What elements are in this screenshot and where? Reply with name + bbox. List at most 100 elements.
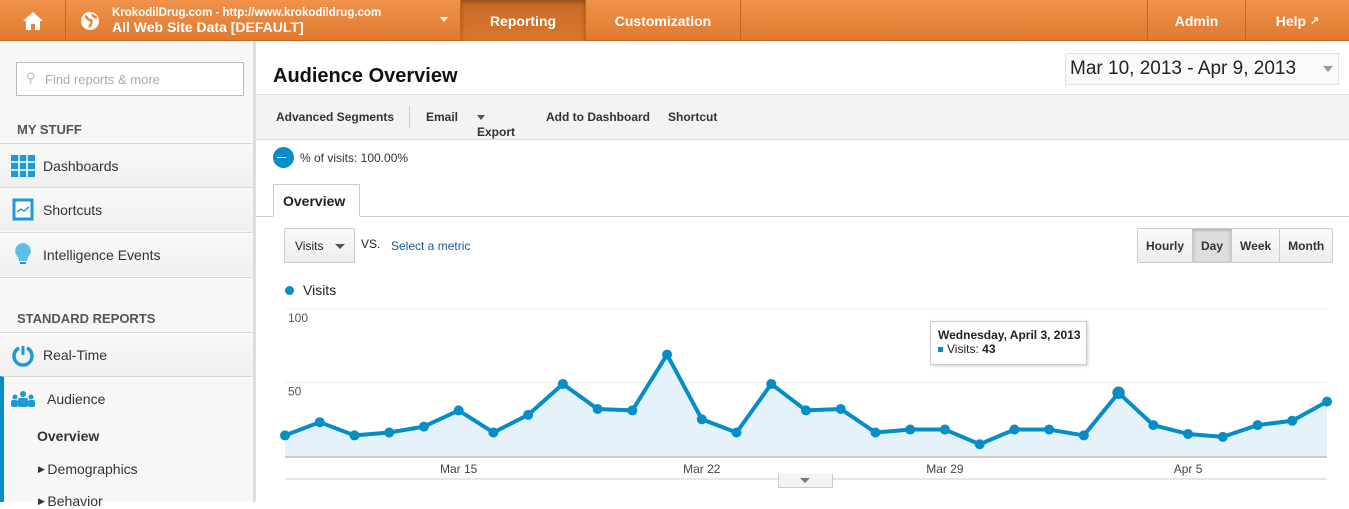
label: Intelligence Events [43, 246, 161, 263]
data-point [592, 403, 603, 414]
data-point [488, 427, 499, 438]
x-tick-label: Mar 15 [440, 462, 478, 476]
view-name: All Web Site Data [DEFAULT] [112, 18, 304, 35]
area-fill [285, 354, 1327, 456]
data-point [418, 421, 429, 432]
data-point [280, 430, 290, 441]
label: Shortcuts [43, 201, 103, 218]
data-point [835, 403, 846, 414]
top-bar: KrokodilDrug.com - http://www.krokodildr… [0, 0, 1349, 41]
advanced-segments-button[interactable]: Advanced Segments [276, 110, 395, 124]
month-button[interactable]: Month [1279, 229, 1333, 262]
date-range-picker[interactable]: Mar 10, 2013 - Apr 9, 2013 [1065, 53, 1339, 85]
data-point [314, 417, 325, 428]
admin-button[interactable]: Admin [1147, 0, 1246, 41]
week-button[interactable]: Week [1231, 229, 1280, 262]
search-placeholder: Find reports & more [45, 72, 160, 87]
page-title: Audience Overview [273, 65, 458, 87]
sidebar-sub-behavior[interactable]: ▶ Behavior [38, 493, 103, 509]
segment-label: % of visits: 100.00% [300, 150, 409, 165]
export-button[interactable]: Export [477, 110, 515, 139]
y-tick-label: 50 [288, 385, 302, 399]
y-tick-label: 100 [288, 311, 308, 325]
main-content: Audience Overview Mar 10, 2013 - Apr 9, … [256, 41, 1349, 502]
data-point [1112, 386, 1126, 400]
chart-expand-handle[interactable] [778, 474, 833, 488]
pie-icon [273, 147, 294, 168]
data-point [1148, 420, 1159, 431]
chevron-down-icon [477, 115, 485, 124]
sidebar-item-real-time[interactable]: Real-Time [0, 332, 253, 376]
legend-label: Visits [303, 282, 337, 298]
series-swatch [938, 347, 943, 353]
data-point [557, 378, 568, 389]
data-point [696, 414, 707, 425]
data-point [766, 378, 777, 389]
data-point [1217, 431, 1228, 442]
account-selector[interactable]: KrokodilDrug.com - http://www.krokodildr… [66, 0, 461, 41]
section-standard-reports: STANDARD REPORTS [17, 311, 156, 326]
data-point [1078, 430, 1089, 441]
sidebar-item-audience[interactable]: Audience [0, 376, 253, 420]
tab-customization[interactable]: Customization [586, 0, 741, 41]
dashboards-icon [11, 155, 35, 177]
data-point [662, 349, 673, 360]
data-point [974, 439, 985, 450]
granularity-toggle: Hourly Day Week Month [1137, 228, 1334, 263]
section-my-stuff: MY STUFF [17, 122, 82, 137]
data-point [801, 405, 811, 416]
tab-reporting[interactable]: Reporting [461, 0, 586, 41]
data-point [1252, 420, 1263, 431]
data-point [627, 405, 638, 416]
sidebar-item-intelligence-events[interactable]: Intelligence Events [0, 232, 253, 276]
chart-tooltip: Wednesday, April 3, 2013 Visits: 43 [930, 321, 1087, 365]
date-range: Mar 10, 2013 - Apr 9, 2013 [1070, 58, 1297, 79]
chevron-down-icon [335, 244, 345, 254]
home-icon [22, 11, 43, 30]
sidebar-item-shortcuts[interactable]: Shortcuts [0, 187, 253, 231]
toolbar: Advanced Segments Email Export Add to Da… [256, 94, 1349, 140]
lightbulb-icon [15, 243, 31, 264]
globe-icon [81, 11, 99, 30]
label: Audience [47, 390, 106, 407]
tab-overview[interactable]: Overview [273, 184, 360, 217]
data-point [384, 427, 395, 438]
audience-icon [11, 391, 35, 407]
data-point [870, 427, 881, 438]
real-time-icon [12, 346, 34, 367]
data-point [905, 424, 916, 435]
metric-label: Visits [295, 239, 324, 253]
select-metric-link[interactable]: Select a metric [391, 239, 471, 253]
divider [0, 277, 253, 278]
help-button[interactable]: Help ↗ [1246, 0, 1349, 41]
x-tick-label: Mar 22 [683, 462, 721, 476]
legend-dot [285, 285, 294, 295]
sidebar: ⚲ Find reports & more MY STUFF Dashboards… [0, 41, 256, 509]
sidebar-sub-demographics[interactable]: ▶ Demographics [38, 461, 138, 477]
data-point [1044, 424, 1055, 435]
tooltip-value: 43 [982, 342, 996, 356]
search-icon: ⚲ [26, 70, 36, 85]
divider [409, 106, 410, 128]
shortcut-button[interactable]: Shortcut [668, 110, 718, 124]
hourly-button[interactable]: Hourly [1138, 229, 1193, 262]
email-button[interactable]: Email [426, 110, 459, 124]
data-point [453, 405, 464, 416]
active-indicator [0, 420, 4, 502]
chart-legend: Visits [285, 282, 336, 298]
label: Dashboards [43, 157, 119, 174]
data-point [1009, 424, 1020, 435]
add-to-dashboard-button[interactable]: Add to Dashboard [546, 110, 650, 124]
tooltip-title: Wednesday, April 3, 2013 [938, 328, 1081, 342]
visits-chart[interactable]: 100 50 Mar 15 Mar 22 Mar 29 Apr 5 [256, 303, 1349, 483]
data-point [349, 430, 360, 441]
day-button[interactable]: Day [1192, 229, 1232, 262]
metric-select[interactable]: Visits [284, 228, 355, 263]
home-button[interactable] [0, 0, 66, 41]
segment-indicator[interactable]: % of visits: 100.00% [273, 147, 408, 168]
sidebar-sub-overview[interactable]: Overview [37, 428, 100, 444]
data-point [731, 427, 742, 438]
x-tick-label: Apr 5 [1174, 462, 1203, 476]
search-input[interactable]: ⚲ Find reports & more [16, 62, 244, 96]
sidebar-item-dashboards[interactable]: Dashboards [0, 143, 253, 187]
